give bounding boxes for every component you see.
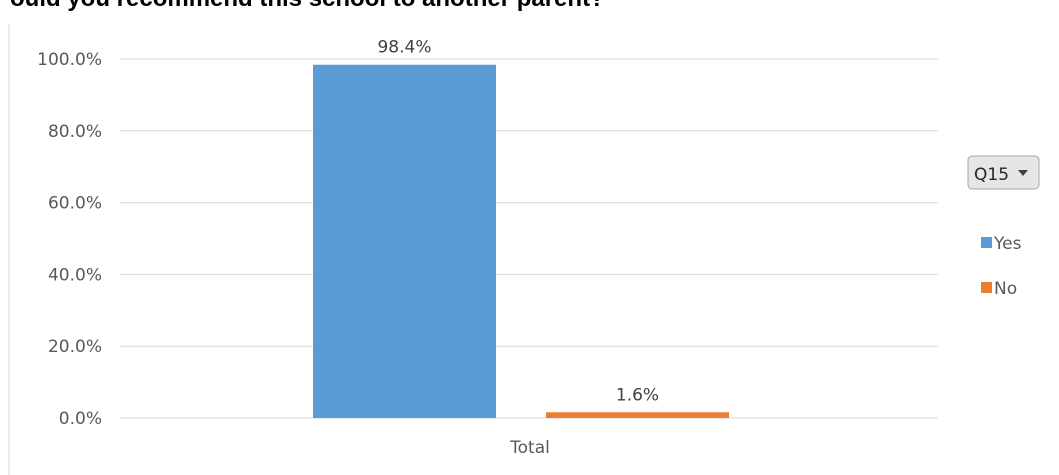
- filter-label: Q15: [974, 165, 1009, 185]
- y-tick-label: 80.0%: [48, 122, 102, 142]
- y-tick-label: 40.0%: [48, 265, 102, 285]
- y-tick-label: 60.0%: [48, 194, 102, 214]
- data-label-no: 1.6%: [616, 385, 659, 405]
- legend-label-no: No: [994, 279, 1017, 299]
- data-label-yes: 98.4%: [377, 38, 431, 58]
- legend-swatch-no: [981, 282, 992, 293]
- legend: Yes No: [981, 234, 1022, 299]
- legend-label-yes: Yes: [993, 234, 1022, 254]
- x-tick-label: Total: [509, 438, 550, 458]
- dropdown-arrow-icon: [1018, 170, 1028, 176]
- data-labels: 98.4% 1.6%: [377, 38, 659, 406]
- y-tick-label: 100.0%: [37, 50, 102, 70]
- legend-swatch-yes: [981, 237, 992, 248]
- y-tick-label: 0.0%: [59, 409, 102, 429]
- y-axis-ticks: 0.0% 20.0% 40.0% 60.0% 80.0% 100.0%: [37, 50, 102, 429]
- y-tick-label: 20.0%: [48, 337, 102, 357]
- gridlines: [120, 58, 938, 347]
- filter-button[interactable]: Q15: [967, 155, 1040, 190]
- bar-no: [546, 412, 729, 418]
- bars: [313, 64, 729, 418]
- bar-yes: [313, 64, 496, 418]
- chart-title: ould you recommend this school to anothe…: [10, 0, 605, 12]
